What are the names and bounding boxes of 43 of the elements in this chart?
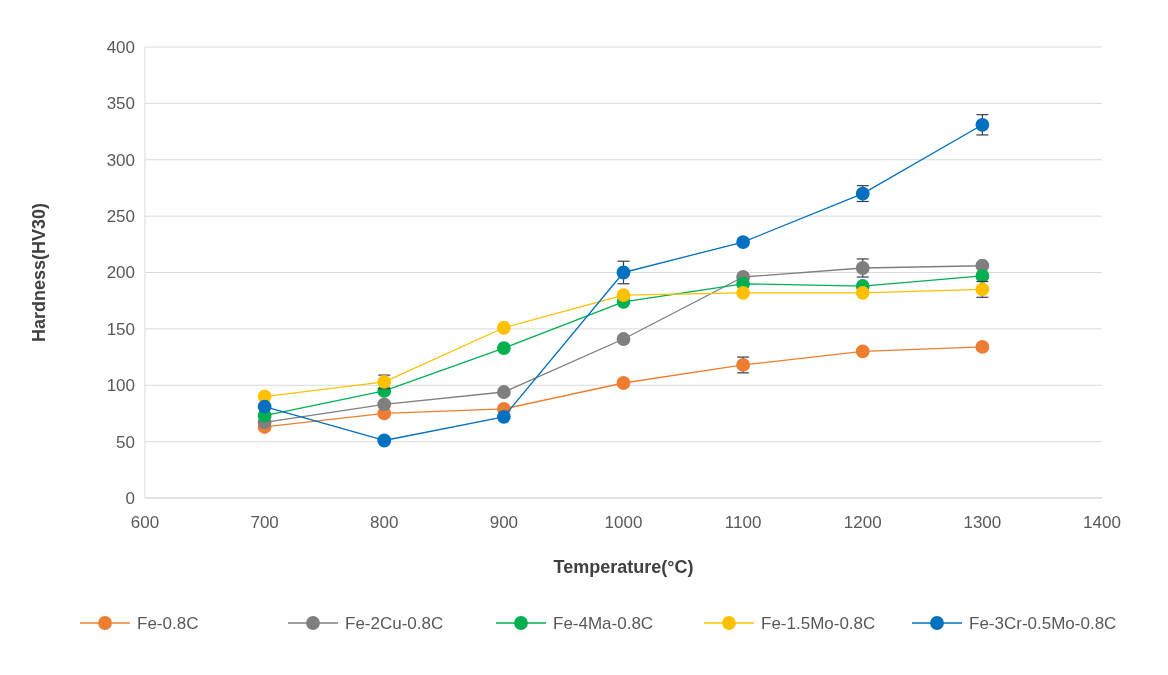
point [616, 376, 631, 390]
y-tick-label: 250 [106, 207, 135, 227]
point [975, 340, 990, 354]
point [975, 268, 990, 283]
point [616, 265, 631, 280]
y-tick-label: 350 [106, 94, 135, 114]
x-tick-label: 800 [370, 513, 399, 532]
point [496, 409, 511, 424]
point [496, 341, 511, 355]
x-tick-label: 900 [489, 513, 519, 532]
y-tick-label: 300 [106, 150, 135, 170]
x-tick-label: 1000 [604, 513, 643, 532]
point [736, 235, 751, 249]
y-axis-title: Hardness(HV30) [29, 202, 49, 343]
y-tick-label: 400 [106, 37, 135, 57]
point [855, 344, 870, 359]
y-tick-label: 150 [106, 319, 135, 339]
legend-label: Fe-0.8C [137, 613, 199, 633]
point [257, 399, 272, 414]
x-tick-label: 600 [130, 513, 160, 532]
y-tick-label: 200 [106, 263, 135, 283]
point [377, 397, 392, 412]
x-tick-label: 1200 [843, 513, 882, 532]
point [377, 433, 392, 448]
point [855, 285, 870, 300]
legend-label: Fe-2Cu-0.8C [345, 613, 444, 633]
y-tick-label: 100 [106, 376, 135, 396]
point [496, 320, 511, 335]
point [616, 332, 631, 346]
legend-label: Fe-1.5Mo-0.8C [761, 613, 876, 633]
legend-label: Fe-3Cr-0.5Mo-0.8C [969, 613, 1117, 633]
x-tick-label: 1300 [963, 513, 1002, 532]
x-tick-label: 1100 [724, 513, 762, 532]
x-tick-label: 700 [250, 513, 279, 532]
y-tick-label: 0 [125, 488, 135, 508]
y-tick-label: 50 [116, 432, 135, 452]
point [736, 285, 751, 300]
point [975, 117, 990, 132]
legend-label: Fe-4Ma-0.8C [553, 613, 654, 633]
point [496, 385, 511, 399]
x-tick-label: 1400 [1083, 513, 1121, 532]
x-axis-title: Temperature(°C) [553, 557, 694, 577]
point [616, 288, 631, 302]
